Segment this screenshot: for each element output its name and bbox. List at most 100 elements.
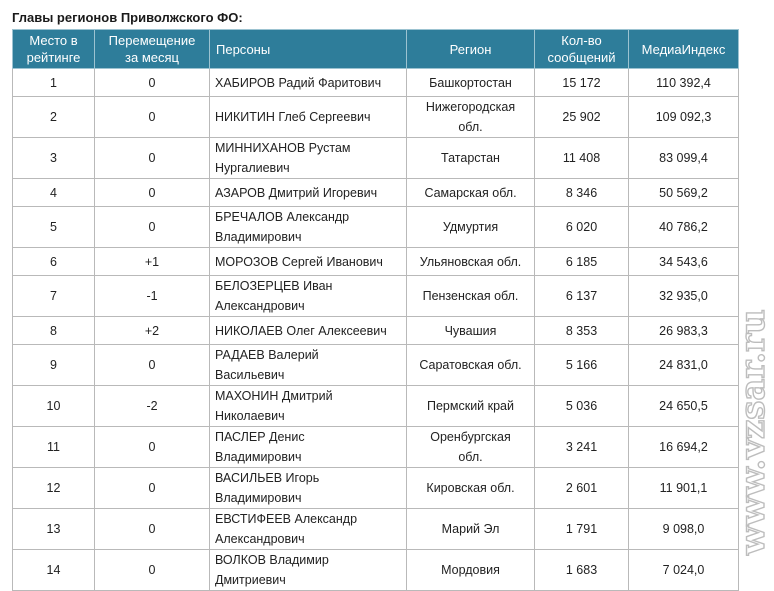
table-row: 5 0 БРЕЧАЛОВ Александр Владимирович Удмуртия…: [12, 206, 739, 248]
index-cell: 9 098,0: [628, 508, 739, 550]
index-cell: 109 092,3: [628, 96, 739, 138]
table-row: 3 0 МИННИХАНОВ Рустам Нургалиевич Татарстан 1…: [12, 137, 739, 179]
person-cell: ПАСЛЕР Денис Владимирович: [209, 426, 407, 468]
region-cell: Нижегородская обл.: [406, 96, 535, 138]
table-row: 8 +2 НИКОЛАЕВ Олег Алексеевич Чувашия 8 353 2…: [12, 316, 739, 345]
count-cell: 8 353: [534, 316, 629, 345]
person-cell: ВОЛКОВ Владимир Дмитриевич: [209, 549, 407, 591]
count-cell: 5 166: [534, 344, 629, 386]
index-cell: 83 099,4: [628, 137, 739, 179]
count-cell: 2 601: [534, 467, 629, 509]
count-cell: 8 346: [534, 178, 629, 207]
index-cell: 24 650,5: [628, 385, 739, 427]
count-cell: 1 791: [534, 508, 629, 550]
index-cell: 7 024,0: [628, 549, 739, 591]
index-cell: 110 392,4: [628, 68, 739, 97]
header-index: МедиаИндекс: [628, 29, 739, 69]
ranking-table: Место в рейтинге Перемещение за месяц Перс…: [12, 29, 739, 591]
index-cell: 24 831,0: [628, 344, 739, 386]
count-cell: 6 137: [534, 275, 629, 317]
table-row: 7 -1 БЕЛОЗЕРЦЕВ Иван Александрович Пензенска…: [12, 275, 739, 317]
index-cell: 11 901,1: [628, 467, 739, 509]
count-cell: 6 020: [534, 206, 629, 248]
header-person: Персоны: [209, 29, 407, 69]
header-row: Место в рейтинге Перемещение за месяц Перс…: [12, 29, 739, 69]
rank-cell: 6: [12, 247, 95, 276]
region-cell: Марий Эл: [406, 508, 535, 550]
rank-cell: 11: [12, 426, 95, 468]
table-row: 13 0 ЕВСТИФЕЕВ Александр Александрович Марий…: [12, 508, 739, 550]
move-cell: 0: [94, 344, 210, 386]
person-cell: МИННИХАНОВ Рустам Нургалиевич: [209, 137, 407, 179]
table-body: 1 0 ХАБИРОВ Радий Фаритович Башкортостан 15 …: [12, 68, 739, 591]
index-cell: 40 786,2: [628, 206, 739, 248]
rank-cell: 1: [12, 68, 95, 97]
region-cell: Саратовская обл.: [406, 344, 535, 386]
index-cell: 50 569,2: [628, 178, 739, 207]
rank-cell: 4: [12, 178, 95, 207]
count-cell: 5 036: [534, 385, 629, 427]
table-row: 6 +1 МОРОЗОВ Сергей Иванович Ульяновская об…: [12, 247, 739, 276]
region-cell: Пермский край: [406, 385, 535, 427]
index-cell: 16 694,2: [628, 426, 739, 468]
region-cell: Чувашия: [406, 316, 535, 345]
region-cell: Ульяновская обл.: [406, 247, 535, 276]
region-cell: Самарская обл.: [406, 178, 535, 207]
table-row: 4 0 АЗАРОВ Дмитрий Игоревич Самарская обл. 8…: [12, 178, 739, 207]
count-cell: 6 185: [534, 247, 629, 276]
move-cell: +1: [94, 247, 210, 276]
header-rank: Место в рейтинге: [12, 29, 95, 69]
rank-cell: 10: [12, 385, 95, 427]
move-cell: +2: [94, 316, 210, 345]
move-cell: 0: [94, 137, 210, 179]
move-cell: -1: [94, 275, 210, 317]
watermark: www.vzsar.ru: [732, 309, 773, 556]
region-cell: Оренбургская обл.: [406, 426, 535, 468]
table-row: 14 0 ВОЛКОВ Владимир Дмитриевич Мордовия 1 68…: [12, 549, 739, 591]
rank-cell: 7: [12, 275, 95, 317]
region-cell: Мордовия: [406, 549, 535, 591]
move-cell: 0: [94, 68, 210, 97]
move-cell: 0: [94, 508, 210, 550]
move-cell: 0: [94, 96, 210, 138]
move-cell: 0: [94, 178, 210, 207]
person-cell: НИКИТИН Глеб Сергеевич: [209, 96, 407, 138]
rank-cell: 3: [12, 137, 95, 179]
count-cell: 25 902: [534, 96, 629, 138]
person-cell: АЗАРОВ Дмитрий Игоревич: [209, 178, 407, 207]
rank-cell: 12: [12, 467, 95, 509]
count-cell: 15 172: [534, 68, 629, 97]
header-region: Регион: [406, 29, 535, 69]
person-cell: БЕЛОЗЕРЦЕВ Иван Александрович: [209, 275, 407, 317]
table-row: 11 0 ПАСЛЕР Денис Владимирович Оренбургская о…: [12, 426, 739, 468]
table-row: 10 -2 МАХОНИН Дмитрий Николаевич Пермский кр…: [12, 385, 739, 427]
table-caption: Главы регионов Приволжского ФО:: [12, 10, 243, 25]
region-cell: Удмуртия: [406, 206, 535, 248]
person-cell: ЕВСТИФЕЕВ Александр Александрович: [209, 508, 407, 550]
region-cell: Башкортостан: [406, 68, 535, 97]
header-move: Перемещение за месяц: [94, 29, 210, 69]
rank-cell: 13: [12, 508, 95, 550]
rank-cell: 8: [12, 316, 95, 345]
move-cell: 0: [94, 549, 210, 591]
table-row: 12 0 ВАСИЛЬЕВ Игорь Владимирович Кировская о…: [12, 467, 739, 509]
table-row: 1 0 ХАБИРОВ Радий Фаритович Башкортостан 15 …: [12, 68, 739, 97]
count-cell: 1 683: [534, 549, 629, 591]
rank-cell: 9: [12, 344, 95, 386]
count-cell: 3 241: [534, 426, 629, 468]
person-cell: ХАБИРОВ Радий Фаритович: [209, 68, 407, 97]
header-count: Кол-во сообщений: [534, 29, 629, 69]
count-cell: 11 408: [534, 137, 629, 179]
move-cell: -2: [94, 385, 210, 427]
move-cell: 0: [94, 426, 210, 468]
index-cell: 34 543,6: [628, 247, 739, 276]
table-row: 2 0 НИКИТИН Глеб Сергеевич Нижегородская обл…: [12, 96, 739, 138]
index-cell: 26 983,3: [628, 316, 739, 345]
region-cell: Пензенская обл.: [406, 275, 535, 317]
rank-cell: 2: [12, 96, 95, 138]
person-cell: НИКОЛАЕВ Олег Алексеевич: [209, 316, 407, 345]
person-cell: МАХОНИН Дмитрий Николаевич: [209, 385, 407, 427]
person-cell: РАДАЕВ Валерий Васильевич: [209, 344, 407, 386]
region-cell: Татарстан: [406, 137, 535, 179]
person-cell: МОРОЗОВ Сергей Иванович: [209, 247, 407, 276]
